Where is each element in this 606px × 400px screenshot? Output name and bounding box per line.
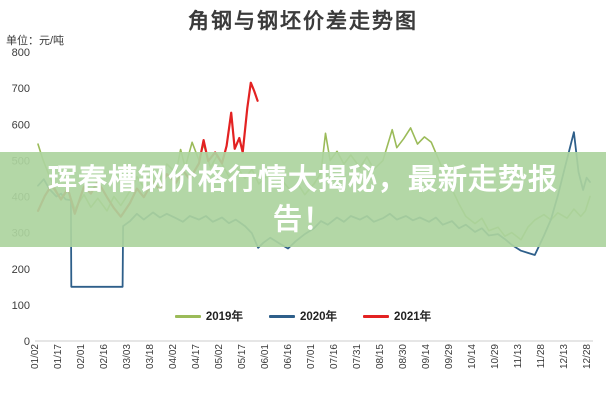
- x-axis-label: 11/28: [536, 344, 547, 369]
- x-axis-label: 02/01: [76, 344, 87, 369]
- x-axis-label: 03/18: [145, 344, 156, 369]
- x-axis-label: 08/15: [375, 344, 386, 369]
- legend-label: 2019年: [205, 311, 243, 323]
- overlay-banner: 珲春槽钢价格行情大揭秘，最新走势报 告！: [0, 152, 606, 247]
- x-axis-label: 09/14: [421, 344, 432, 369]
- x-axis-label: 10/14: [467, 344, 478, 369]
- chart-legend: 2019年 2020年 2021年: [0, 307, 606, 325]
- y-axis-label: 0: [24, 336, 30, 348]
- y-axis-label: 200: [12, 264, 30, 276]
- unit-label: 单位：元/吨: [6, 35, 65, 47]
- legend-swatch: [363, 314, 390, 318]
- x-axis-label: 03/03: [122, 344, 133, 369]
- legend-swatch: [268, 314, 295, 318]
- x-axis-label: 07/01: [306, 344, 317, 369]
- x-axis-label: 12/13: [559, 344, 570, 369]
- legend-item-2020: 2020年: [268, 308, 338, 324]
- legend-label: 2021年: [394, 311, 432, 323]
- x-axis-label: 01/02: [30, 344, 41, 369]
- x-axis-label: 06/01: [260, 344, 271, 369]
- y-axis-label: 800: [12, 47, 30, 59]
- x-axis-label: 05/02: [214, 344, 225, 369]
- x-axis-label: 04/17: [191, 344, 202, 369]
- x-axis-label: 11/13: [513, 344, 524, 369]
- x-axis-label: 06/16: [283, 344, 294, 369]
- legend-label: 2020年: [299, 311, 338, 323]
- overlay-banner-text-line1: 珲春槽钢价格行情大揭秘，最新走势报: [47, 163, 558, 196]
- x-axis-label: 07/16: [329, 344, 340, 369]
- legend-swatch: [174, 314, 201, 318]
- y-axis-label: 100: [12, 300, 30, 312]
- x-axis-label: 07/31: [352, 344, 363, 369]
- x-axis-label: 02/16: [99, 344, 110, 369]
- x-axis-label: 10/29: [490, 344, 501, 369]
- x-axis-label: 04/02: [168, 344, 179, 369]
- x-axis-label: 09/29: [444, 344, 455, 369]
- x-axis-label: 08/30: [398, 344, 409, 369]
- legend-item-2021: 2021年: [363, 308, 431, 324]
- x-axis-label: 12/28: [582, 344, 593, 369]
- x-axis-label: 05/17: [237, 344, 248, 369]
- y-axis-label: 700: [12, 83, 30, 95]
- overlay-banner-text-line2: 告！: [272, 203, 333, 236]
- legend-item-2019: 2019年: [174, 308, 243, 324]
- chart-title: 角钢与钢坯价差走势图: [188, 10, 418, 33]
- x-axis-label: 01/17: [53, 344, 64, 369]
- y-axis-label: 600: [12, 119, 30, 131]
